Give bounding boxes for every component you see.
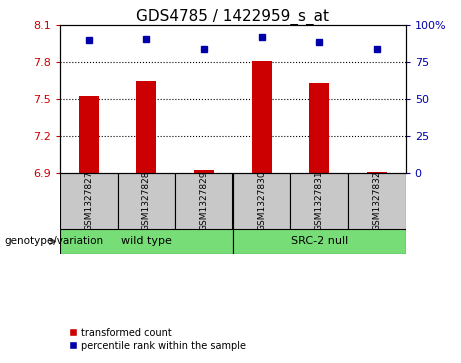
Bar [290, 173, 348, 229]
Text: SRC-2 null: SRC-2 null [290, 236, 348, 246]
Text: GSM1327832: GSM1327832 [372, 171, 381, 231]
Bar [175, 173, 233, 229]
Bar [60, 229, 233, 254]
Bar [60, 173, 118, 229]
Text: GSM1327831: GSM1327831 [315, 171, 324, 231]
Bar [79, 95, 99, 173]
Text: GSM1327830: GSM1327830 [257, 171, 266, 231]
Bar [136, 81, 156, 173]
Text: GSM1327828: GSM1327828 [142, 171, 151, 231]
Bar [367, 172, 387, 173]
Text: wild type: wild type [121, 236, 172, 246]
Title: GDS4785 / 1422959_s_at: GDS4785 / 1422959_s_at [136, 9, 329, 25]
Bar [194, 170, 214, 173]
Text: GSM1327829: GSM1327829 [200, 171, 208, 231]
Bar [309, 83, 329, 173]
Bar [348, 173, 406, 229]
Bar [233, 173, 290, 229]
Text: GSM1327827: GSM1327827 [84, 171, 93, 231]
Text: genotype/variation: genotype/variation [5, 236, 104, 246]
Bar [233, 229, 406, 254]
Bar [252, 61, 272, 173]
Bar [118, 173, 175, 229]
Legend: transformed count, percentile rank within the sample: transformed count, percentile rank withi… [65, 324, 250, 355]
